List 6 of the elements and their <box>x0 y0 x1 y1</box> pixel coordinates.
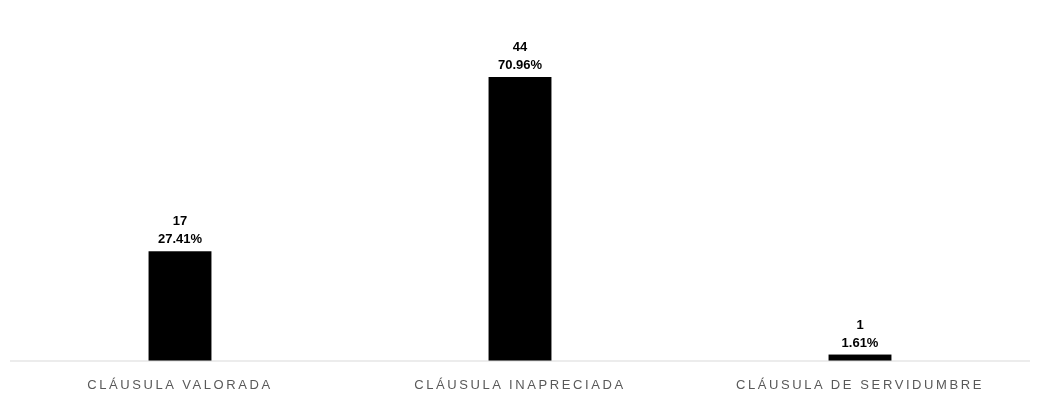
x-tick-label: CLÁUSULA VALORADA <box>87 377 273 392</box>
x-tick-label: CLÁUSULA DE SERVIDUMBRE <box>735 377 985 392</box>
data-label: 44 70.96% <box>497 39 543 72</box>
data-label: 17 27.41% <box>157 213 203 247</box>
x-tick-label: CLÁUSULA INAPRECIADA <box>414 377 626 392</box>
data-label: 1 1.61% <box>841 316 879 350</box>
